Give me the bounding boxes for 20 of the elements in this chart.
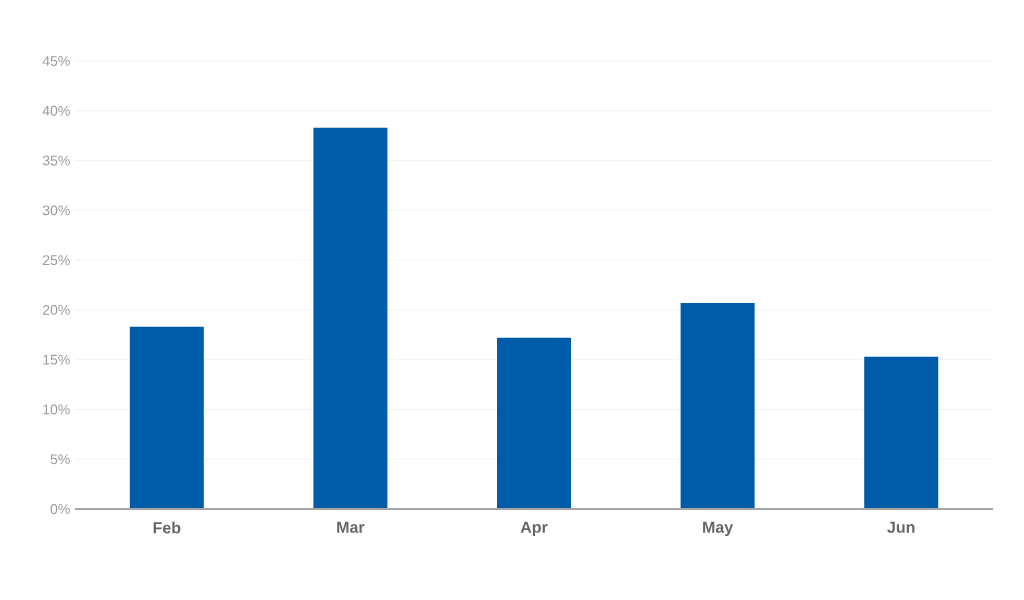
x-tick-label: Jun <box>887 521 915 533</box>
y-tick-label: 30% <box>42 205 70 216</box>
bar <box>129 326 204 509</box>
x-tick-label: Mar <box>337 521 365 533</box>
y-tick-label: 15% <box>43 354 70 365</box>
x-tick-label: May <box>703 521 734 537</box>
y-tick-label: 40% <box>42 105 70 116</box>
y-tick-label: 35% <box>42 155 70 166</box>
y-tick-label: 25% <box>42 255 70 266</box>
y-tick-label: 5% <box>50 454 70 465</box>
y-tick-label: 20% <box>42 304 70 315</box>
y-tick-label: 10% <box>43 404 70 415</box>
bar <box>313 127 388 509</box>
x-tick-label: Apr <box>520 521 548 537</box>
bar <box>497 337 572 509</box>
y-tick-label: 0% <box>50 504 70 514</box>
x-tick-label: Feb <box>153 521 181 534</box>
bar <box>864 356 939 509</box>
y-tick-label: 45% <box>42 56 70 66</box>
bar <box>680 302 755 509</box>
